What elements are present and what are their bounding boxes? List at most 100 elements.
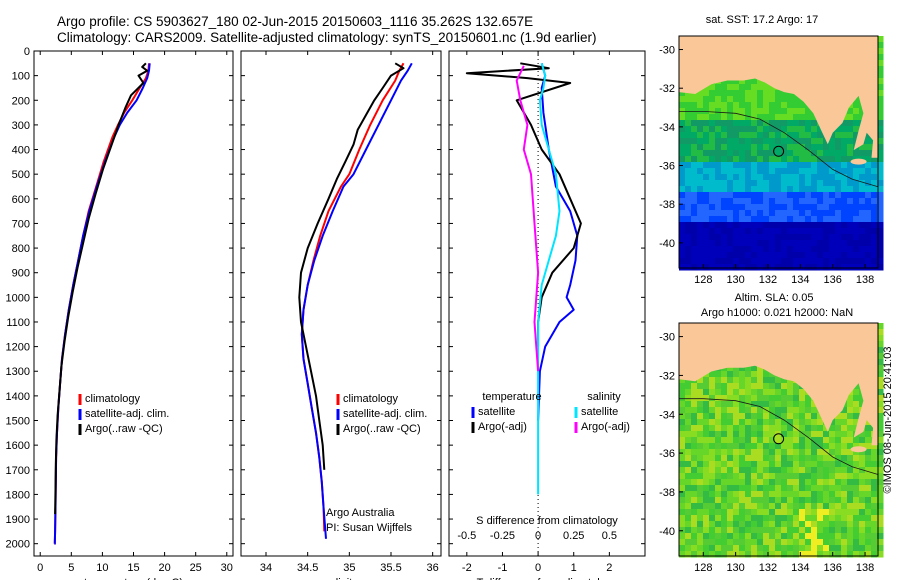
map_sla-field-cell [787, 521, 794, 528]
map_sst-field-cell [787, 234, 794, 241]
map_sst-field-cell [781, 90, 788, 97]
map_sst-field-cell [859, 264, 866, 271]
map_sst-field-cell [775, 252, 782, 259]
map_sla-field-cell [877, 323, 884, 330]
map_sla-field-cell [751, 389, 758, 396]
map_sst-field-cell [841, 216, 848, 223]
map_sst-field-cell [715, 234, 722, 241]
map_sla-field-cell [727, 389, 734, 396]
map_sla-field-cell [721, 473, 728, 480]
map_sla-field-cell [877, 347, 884, 354]
map_sst-field-cell [691, 228, 698, 235]
map_sst-field-cell [847, 204, 854, 211]
map_sst-field-cell [745, 102, 752, 109]
map_sla-field-cell [829, 503, 836, 510]
map_sla-field-cell [811, 455, 818, 462]
map_sst-field-cell [877, 120, 884, 127]
map_sst-field-cell [745, 180, 752, 187]
map_sst-field-cell [775, 180, 782, 187]
map_sla-field-cell [727, 437, 734, 444]
map_sla-field-cell [685, 515, 692, 522]
map_sst-field-cell [697, 114, 704, 121]
map_sla-field-cell [793, 407, 800, 414]
map_sst-field-cell [817, 204, 824, 211]
map_sst-field-cell [811, 192, 818, 199]
map_sla-field-cell [679, 515, 686, 522]
map_sst-field-cell [835, 216, 842, 223]
map_sst-field-cell [685, 222, 692, 229]
map_sst-field-cell [775, 114, 782, 121]
map_sst-field-cell [691, 210, 698, 217]
map_sla-field-cell [757, 425, 764, 432]
map_sst-field-cell [841, 204, 848, 211]
temperature-ytick-label: 400 [12, 145, 30, 157]
map_sla-field-cell [685, 491, 692, 498]
map_sla-field-cell [691, 515, 698, 522]
map_sla-field-cell [823, 485, 830, 492]
map_sla-field-cell [811, 497, 818, 504]
map_sla-field-cell [769, 389, 776, 396]
map_sla-field-cell [829, 455, 836, 462]
map_sla-field-cell [769, 545, 776, 552]
map_sla-field-cell [697, 545, 704, 552]
map_sst-field-cell [877, 240, 884, 247]
map_sla-field-cell [709, 467, 716, 474]
map_sst-field-cell [811, 258, 818, 265]
map_sla-field-cell [847, 533, 854, 540]
map_sla-field-cell [877, 371, 884, 378]
map_sst-field-cell [697, 204, 704, 211]
map_sla-field-cell [859, 545, 866, 552]
map_sst-field-cell [745, 264, 752, 271]
map_sst-field-cell [691, 216, 698, 223]
map_sla-field-cell [715, 449, 722, 456]
map_sst-field-cell [697, 90, 704, 97]
map_sla-field-cell [715, 473, 722, 480]
map_sla-field-cell [769, 503, 776, 510]
map_sla-field-cell [703, 515, 710, 522]
map_sla-field-cell [817, 473, 824, 480]
map_sst-field-cell [703, 96, 710, 103]
map_sla-field-cell [871, 527, 878, 534]
map_sst-field-cell [877, 42, 884, 49]
map_sla-field-cell [727, 491, 734, 498]
map_sla-field-cell [835, 551, 842, 558]
map_sst-field-cell [757, 96, 764, 103]
map_sla-field-cell [817, 485, 824, 492]
map_sla-field-cell [715, 371, 722, 378]
map_sst-field-cell [853, 210, 860, 217]
map_sst-field-cell [877, 132, 884, 139]
map_sst-field-cell [697, 216, 704, 223]
map_sst-field-cell [775, 222, 782, 229]
map_sst-field-cell [679, 96, 686, 103]
map_sst-field-cell [847, 120, 854, 127]
map_sst-field-cell [715, 228, 722, 235]
map_sla-field-cell [721, 377, 728, 384]
map_sla-field-cell [703, 503, 710, 510]
map_sst-field-cell [769, 180, 776, 187]
map_sst-field-cell [811, 252, 818, 259]
map_sst-field-cell [823, 264, 830, 271]
map_sst-field-cell [727, 228, 734, 235]
map_sla-field-cell [871, 479, 878, 486]
map_sla-field-cell [805, 419, 812, 426]
map_sst-field-cell [799, 192, 806, 199]
map_sst-field-cell [787, 168, 794, 175]
map_sla-field-cell [787, 515, 794, 522]
map_sst-field-cell [829, 162, 836, 169]
map_sla-field-cell [691, 479, 698, 486]
map_sst-field-cell [811, 234, 818, 241]
map_sla-field-cell [847, 503, 854, 510]
map_sla-field-cell [817, 533, 824, 540]
map_sla-field-cell [679, 389, 686, 396]
map_sla-field-cell [751, 503, 758, 510]
map_sst-field-cell [829, 186, 836, 193]
map_sst-field-cell [715, 240, 722, 247]
map_sla-field-cell [697, 533, 704, 540]
map-sla-subtitle: Argo h1000: 0.021 h2000: NaN [701, 307, 853, 319]
map_sst-field-cell [757, 138, 764, 145]
map_sst-field-cell [685, 258, 692, 265]
map_sla-field-cell [853, 497, 860, 504]
map_sst-field-cell [709, 252, 716, 259]
map_sst-field-cell [853, 234, 860, 241]
map_sla-field-cell [781, 515, 788, 522]
